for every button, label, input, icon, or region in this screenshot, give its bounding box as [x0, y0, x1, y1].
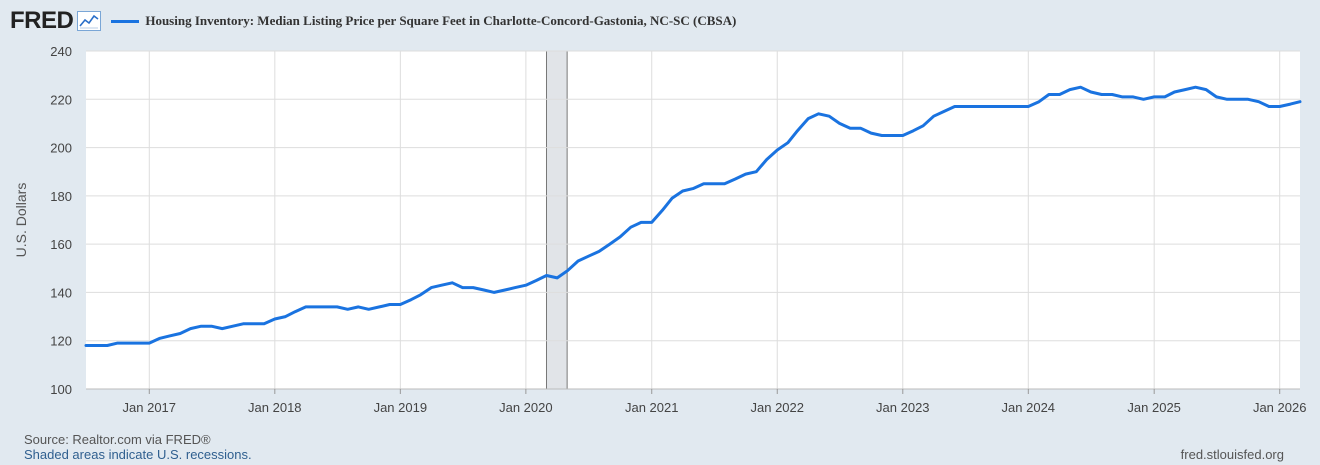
y-tick-label: 180	[50, 189, 72, 204]
x-tick-label: Jan 2023	[876, 400, 930, 415]
legend-line-swatch	[111, 19, 140, 23]
gridlines	[86, 50, 1300, 390]
series-layer	[84, 85, 1302, 347]
y-axis-ticks: 100 120 140 160 180 200 220 240	[50, 44, 72, 397]
x-tick-label: Jan 2025	[1127, 400, 1181, 415]
y-tick-label: 100	[50, 382, 72, 397]
x-tick-label: Jan 2019	[374, 400, 428, 415]
chart-header: FRED Housing Inventory: Median Listing P…	[10, 7, 737, 34]
recession-note: Shaded areas indicate U.S. recessions.	[24, 447, 252, 462]
x-tick-label: Jan 2024	[1002, 400, 1056, 415]
y-axis-label: U.S. Dollars	[13, 183, 29, 258]
y-tick-label: 220	[50, 92, 72, 107]
plot-area	[86, 51, 1300, 389]
fred-chart-icon	[77, 11, 102, 31]
series-line	[84, 85, 1302, 347]
x-tick-label: Jan 2026	[1253, 400, 1307, 415]
recession-band	[545, 50, 568, 390]
source-note: Source: Realtor.com via FRED®	[24, 432, 211, 447]
x-tick-label: Jan 2020	[499, 400, 553, 415]
chart-title: Housing Inventory: Median Listing Price …	[145, 13, 737, 28]
x-axis-ticks: Jan 2017 Jan 2018 Jan 2019 Jan 2020 Jan 2021…	[123, 389, 1307, 415]
x-tick-label: Jan 2021	[625, 400, 679, 415]
x-tick-label: Jan 2017	[123, 400, 177, 415]
y-tick-label: 120	[50, 334, 72, 349]
recession-shading	[545, 50, 568, 390]
y-tick-label: 140	[50, 285, 72, 300]
fred-url[interactable]: fred.stlouisfed.org	[1180, 447, 1284, 462]
y-tick-label: 160	[50, 237, 72, 252]
x-tick-label: Jan 2022	[751, 400, 805, 415]
y-tick-label: 240	[50, 44, 72, 59]
x-tick-label: Jan 2018	[248, 400, 302, 415]
y-tick-label: 200	[50, 141, 72, 156]
fred-logo[interactable]: FRED	[10, 7, 74, 34]
